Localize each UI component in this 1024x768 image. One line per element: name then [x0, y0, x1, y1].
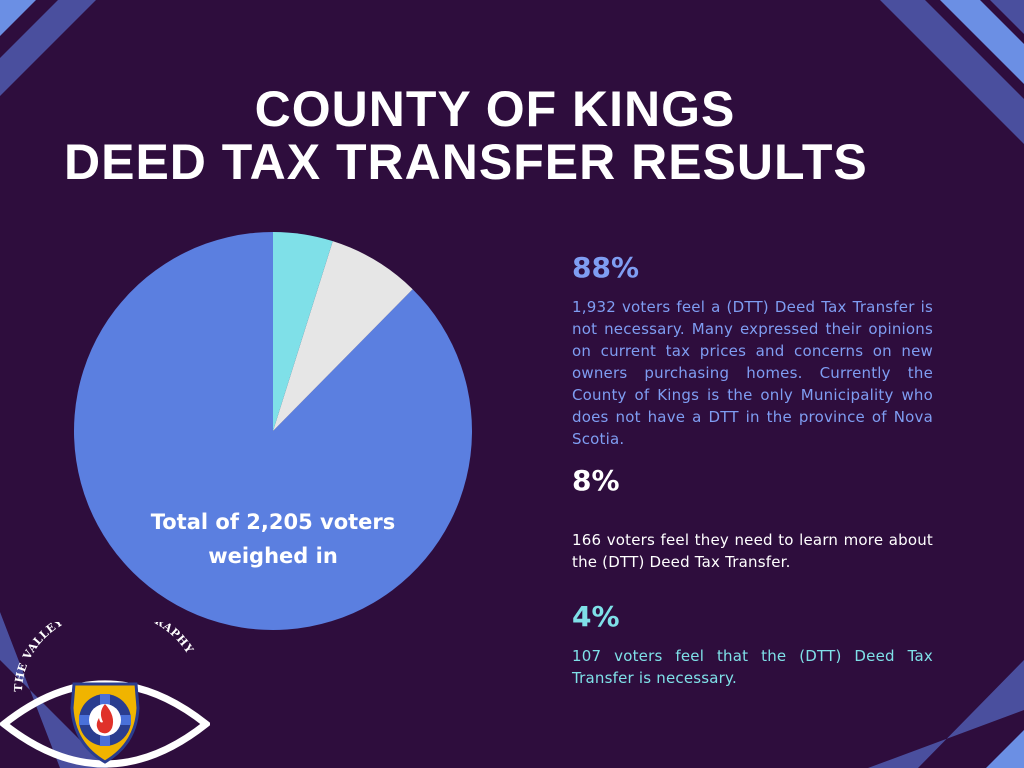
- stat-description: 166 voters feel they need to learn more …: [572, 531, 933, 571]
- stat-block-not-necessary: 88% 1,932 voters feel a (DTT) Deed Tax T…: [572, 254, 933, 450]
- stat-description: 107 voters feel that the (DTT) Deed Tax …: [572, 647, 933, 687]
- valley-eye-photography-logo: THE VALLEY EYE PHOTOGRAPHY: [0, 622, 210, 768]
- stat-description: 1,932 voters feel a (DTT) Deed Tax Trans…: [572, 298, 933, 448]
- stat-percent: 4%: [572, 600, 620, 633]
- pie-slice-need-to-learn-more: [273, 241, 413, 431]
- title-line-2: DEED TAX TRANSFER RESULTS: [64, 134, 868, 190]
- pie-chart: [73, 232, 472, 630]
- stat-percent: 88%: [572, 251, 640, 284]
- stat-block-learn-more: 8% 166 voters feel they need to learn mo…: [572, 467, 933, 573]
- pie-center-label-line-2: weighed in: [208, 544, 338, 568]
- pie-slice-necessary: [273, 232, 333, 431]
- stat-block-necessary: 4% 107 voters feel that the (DTT) Deed T…: [572, 603, 933, 689]
- pie-center-label-line-1: Total of 2,205 voters: [150, 510, 396, 534]
- stat-percent: 8%: [572, 464, 620, 497]
- pie-slice-not-necessary: [73, 232, 472, 630]
- title-line-1: COUNTY OF KINGS: [254, 81, 736, 137]
